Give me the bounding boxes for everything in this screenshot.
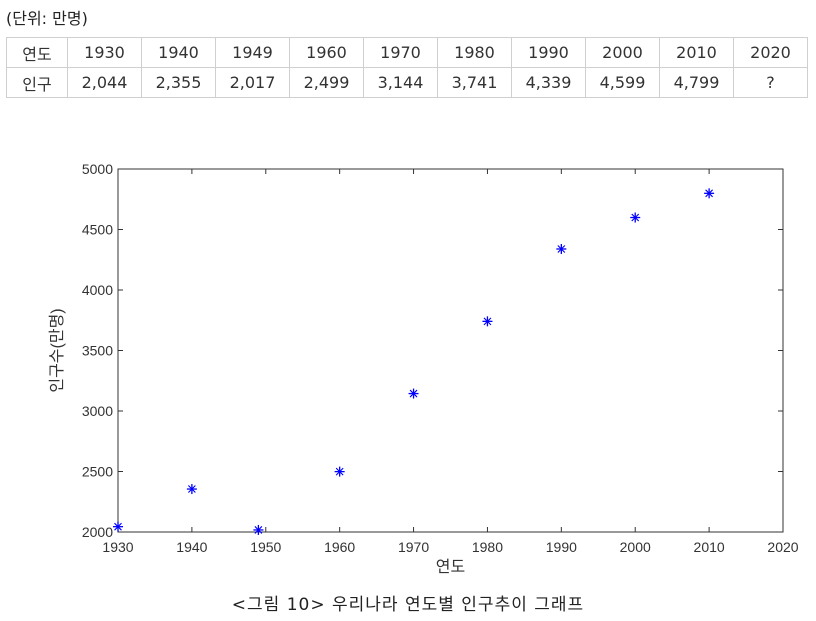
data-point bbox=[704, 188, 715, 199]
year-cell: 1940 bbox=[141, 37, 216, 68]
year-cell: 2010 bbox=[659, 37, 734, 68]
data-point bbox=[482, 316, 493, 327]
population-cell: ? bbox=[733, 67, 808, 98]
population-scatter-chart: 1930 1940 1950 1960 1970 1980 1990 2000 2010 2020… bbox=[48, 161, 799, 576]
y-tick-label: 4500 bbox=[82, 222, 113, 238]
year-row: 연도 1930 1940 1949 1960 1970 1980 1990 20… bbox=[6, 37, 808, 68]
axis-ticks bbox=[117, 168, 784, 533]
x-tick-label: 1960 bbox=[324, 539, 355, 555]
y-tick-label: 3000 bbox=[82, 403, 113, 419]
x-tick-label: 2020 bbox=[767, 539, 798, 555]
year-cell: 1949 bbox=[215, 37, 290, 68]
year-cell: 1960 bbox=[289, 37, 364, 68]
population-table: 연도 1930 1940 1949 1960 1970 1980 1990 20… bbox=[6, 37, 808, 98]
population-cell: 2,044 bbox=[67, 67, 142, 98]
x-tick-label: 2010 bbox=[694, 539, 725, 555]
population-cell: 2,017 bbox=[215, 67, 290, 98]
data-point bbox=[408, 388, 419, 399]
year-cell: 2000 bbox=[585, 37, 660, 68]
data-point bbox=[556, 243, 567, 254]
y-tick-label: 4000 bbox=[82, 282, 113, 298]
axis-tick-labels: 1930 1940 1950 1960 1970 1980 1990 2000 2010 2020… bbox=[82, 161, 799, 555]
data-point bbox=[253, 524, 264, 535]
y-tick-label: 5000 bbox=[82, 161, 113, 177]
year-cell: 1970 bbox=[363, 37, 438, 68]
data-point bbox=[113, 521, 123, 532]
population-cell: 3,144 bbox=[363, 67, 438, 98]
population-cell: 4,339 bbox=[511, 67, 586, 98]
figure-caption: <그림 10> 우리나라 연도별 인구추이 그래프 bbox=[231, 595, 585, 615]
row-header-year: 연도 bbox=[6, 37, 68, 68]
x-tick-label: 1930 bbox=[102, 539, 133, 555]
x-axis-label: 연도 bbox=[436, 558, 465, 576]
x-tick-label: 2000 bbox=[620, 539, 651, 555]
population-row: 인구 2,044 2,355 2,017 2,499 3,144 3,741 4… bbox=[6, 67, 808, 98]
population-cell: 3,741 bbox=[437, 67, 512, 98]
year-cell: 1980 bbox=[437, 37, 512, 68]
year-cell: 1990 bbox=[511, 37, 586, 68]
data-point bbox=[630, 212, 641, 223]
plot-area bbox=[117, 168, 784, 533]
x-tick-label: 1970 bbox=[398, 539, 429, 555]
x-tick-label: 1980 bbox=[472, 539, 503, 555]
row-header-population: 인구 bbox=[6, 67, 68, 98]
x-tick-label: 1990 bbox=[546, 539, 577, 555]
year-cell: 2020 bbox=[733, 37, 808, 68]
y-tick-label: 2500 bbox=[82, 464, 113, 480]
population-cell: 2,355 bbox=[141, 67, 216, 98]
y-tick-label: 3500 bbox=[82, 343, 113, 359]
x-tick-label: 1950 bbox=[250, 539, 281, 555]
x-tick-label: 1940 bbox=[176, 539, 207, 555]
data-points bbox=[113, 188, 715, 535]
year-cell: 1930 bbox=[67, 37, 142, 68]
population-cell: 4,799 bbox=[659, 67, 734, 98]
data-point bbox=[334, 466, 345, 477]
population-cell: 4,599 bbox=[585, 67, 660, 98]
unit-note: (단위: 만명) bbox=[6, 9, 88, 28]
y-axis-label: 인구수(만명) bbox=[48, 308, 66, 392]
y-tick-label: 2000 bbox=[82, 524, 113, 540]
data-point bbox=[186, 484, 197, 495]
population-cell: 2,499 bbox=[289, 67, 364, 98]
